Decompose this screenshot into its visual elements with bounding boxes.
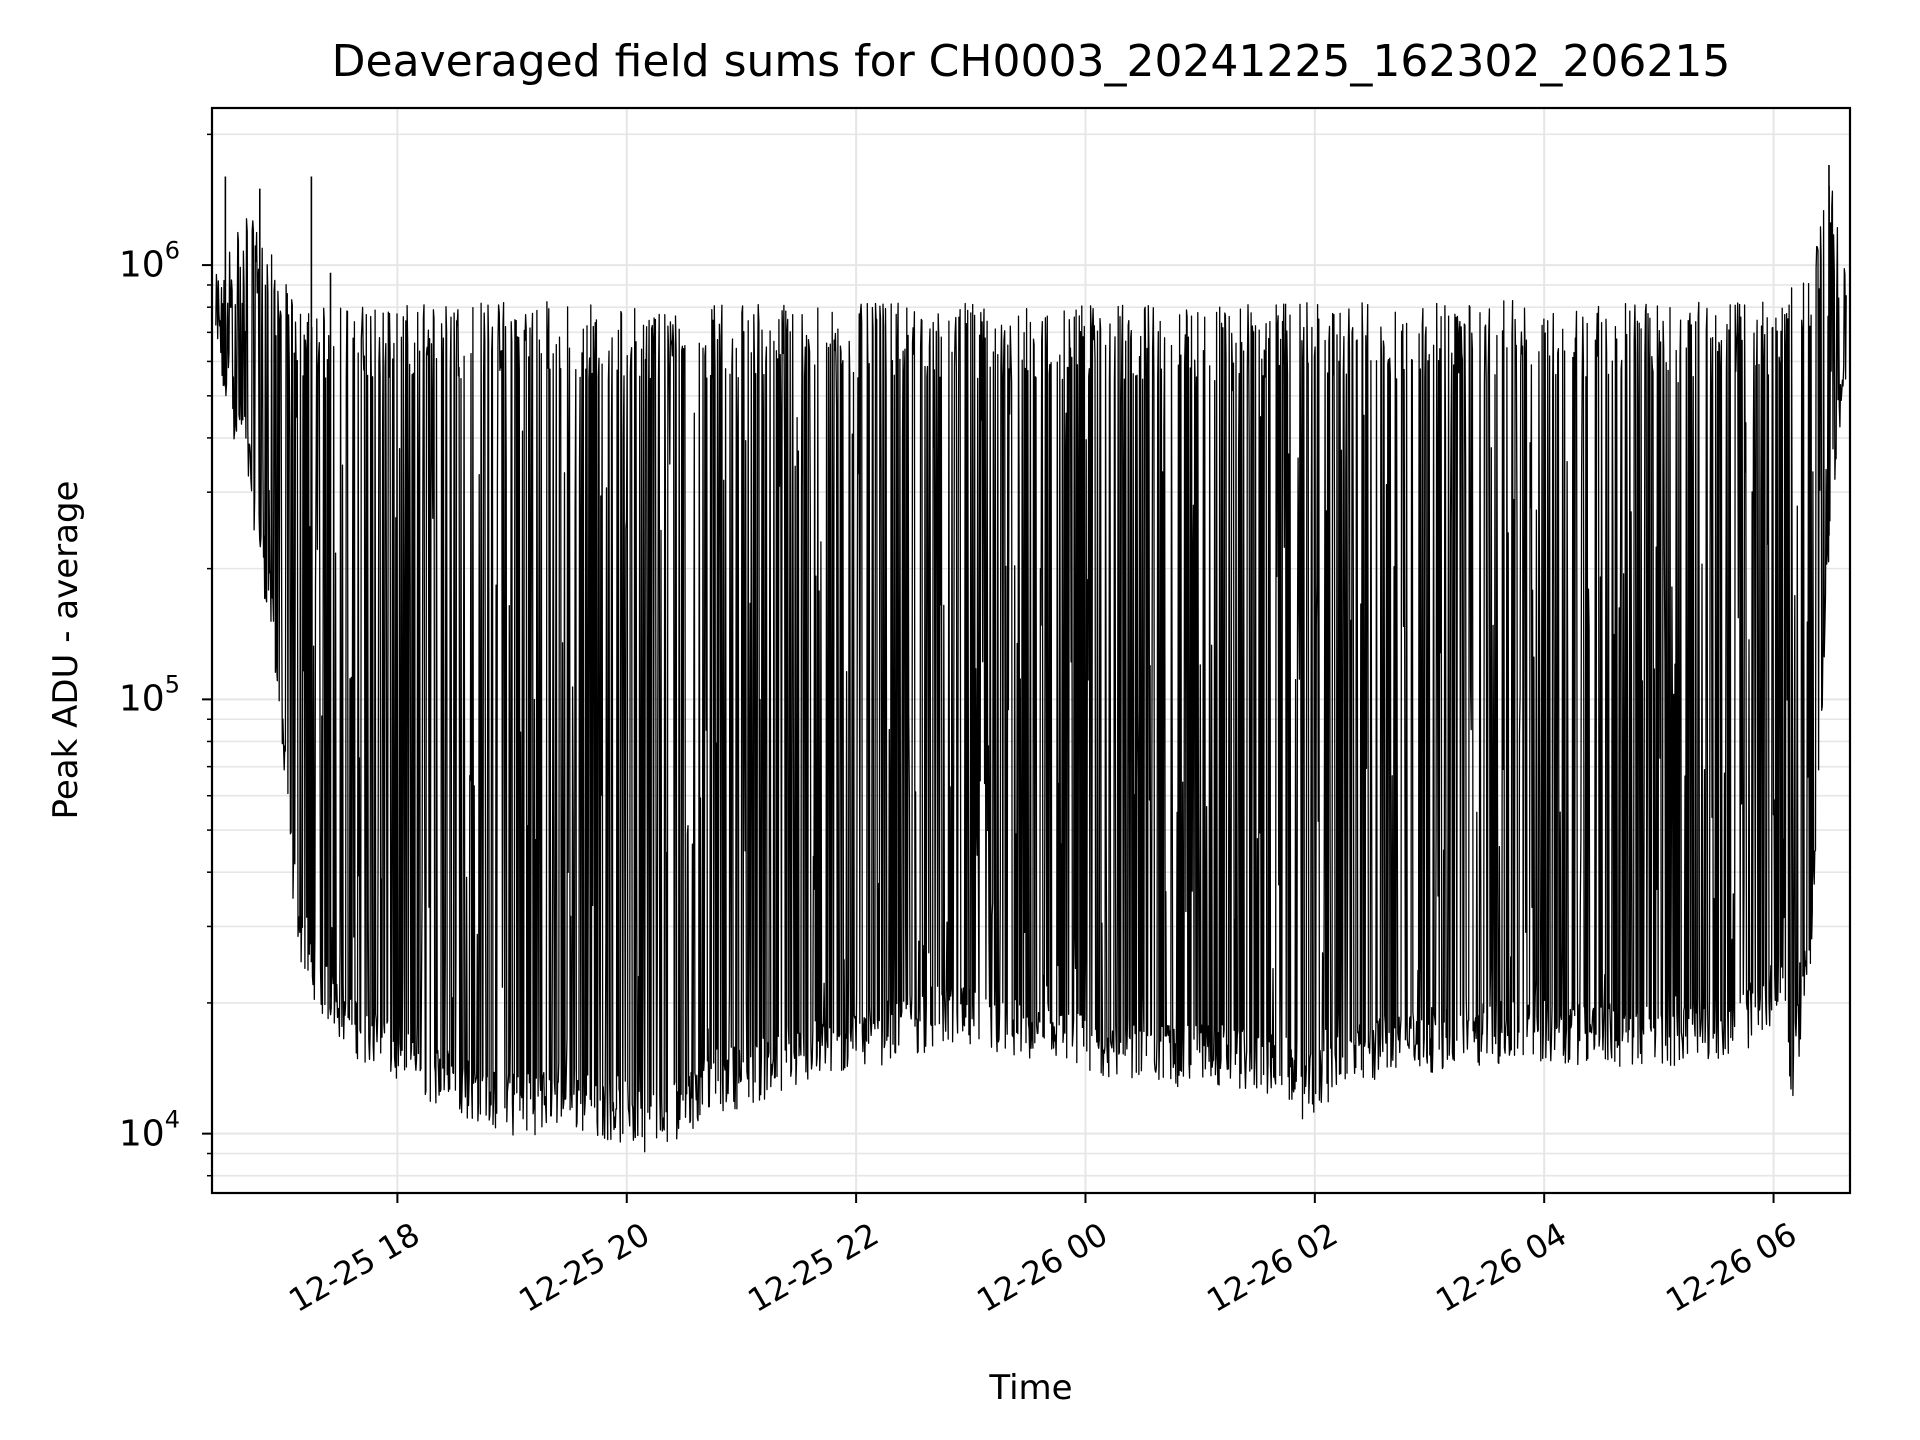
y-tick-label: 104 — [118, 1105, 180, 1155]
y-tick-label: 106 — [118, 236, 180, 286]
y-tick-label: 105 — [118, 670, 180, 720]
series-path — [215, 185, 1847, 1153]
series-line — [215, 165, 1847, 1153]
y-axis-label: Peak ADU - average — [46, 480, 86, 820]
tick-marks — [202, 133, 1775, 1203]
plot-frame — [210, 106, 1852, 1195]
chart-title: Deaveraged field sums for CH0003_2024122… — [331, 36, 1731, 87]
x-axis-label: Time — [989, 1368, 1073, 1408]
